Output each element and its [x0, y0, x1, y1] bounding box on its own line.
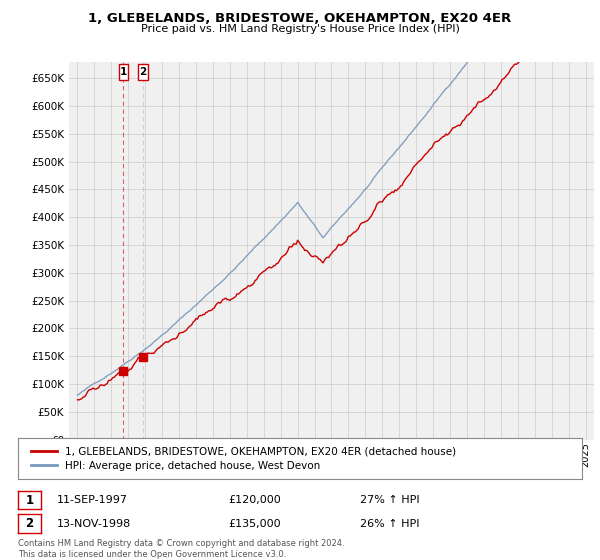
Text: 2: 2 — [139, 67, 147, 77]
Text: Price paid vs. HM Land Registry's House Price Index (HPI): Price paid vs. HM Land Registry's House … — [140, 24, 460, 34]
FancyBboxPatch shape — [139, 64, 148, 80]
Text: £120,000: £120,000 — [228, 495, 281, 505]
Text: 2: 2 — [25, 517, 34, 530]
Text: £135,000: £135,000 — [228, 519, 281, 529]
Text: 26% ↑ HPI: 26% ↑ HPI — [360, 519, 419, 529]
Text: 1, GLEBELANDS, BRIDESTOWE, OKEHAMPTON, EX20 4ER: 1, GLEBELANDS, BRIDESTOWE, OKEHAMPTON, E… — [88, 12, 512, 25]
FancyBboxPatch shape — [119, 64, 128, 80]
Text: 11-SEP-1997: 11-SEP-1997 — [57, 495, 128, 505]
Text: 13-NOV-1998: 13-NOV-1998 — [57, 519, 131, 529]
Text: 1: 1 — [25, 493, 34, 507]
Legend: 1, GLEBELANDS, BRIDESTOWE, OKEHAMPTON, EX20 4ER (detached house), HPI: Average p: 1, GLEBELANDS, BRIDESTOWE, OKEHAMPTON, E… — [29, 444, 458, 473]
Text: 27% ↑ HPI: 27% ↑ HPI — [360, 495, 419, 505]
Text: Contains HM Land Registry data © Crown copyright and database right 2024.
This d: Contains HM Land Registry data © Crown c… — [18, 539, 344, 559]
Text: 1: 1 — [120, 67, 127, 77]
